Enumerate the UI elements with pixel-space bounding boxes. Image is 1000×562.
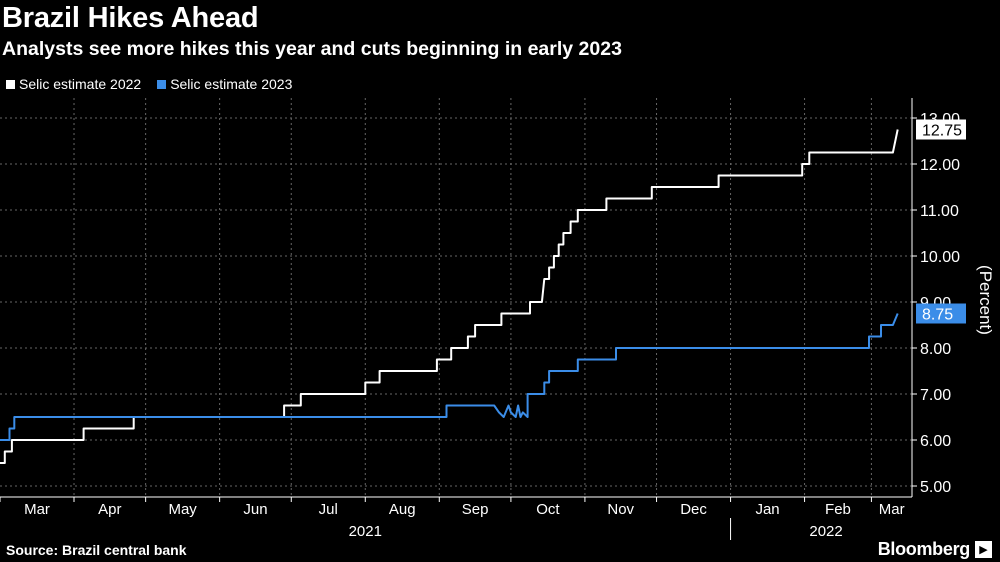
y-tick-label: 8.00 [920, 341, 951, 358]
y-tick-label: 5.00 [920, 479, 951, 496]
y-tick-label: 11.00 [920, 203, 959, 220]
y-tick-label: 7.00 [920, 387, 951, 404]
x-tick-label: Jul [319, 501, 338, 518]
y-tick-label: 6.00 [920, 433, 951, 450]
chart-subtitle: Analysts see more hikes this year and cu… [2, 38, 622, 60]
y-tick-label: 12.00 [920, 157, 960, 174]
x-tick-label: Aug [389, 501, 416, 518]
x-tick-label: Jun [243, 501, 267, 518]
x-tick-label: Mar [24, 501, 50, 518]
chart-labels: 5.006.007.008.009.0010.0011.0012.0013.00… [24, 111, 995, 540]
last-value-badge-1 [916, 303, 966, 324]
brand-mark-icon: ▶ [975, 541, 992, 558]
x-tick-label: Jan [755, 501, 779, 518]
chart-legend: Selic estimate 2022 Selic estimate 2023 [6, 76, 292, 92]
legend-swatch-2023 [157, 79, 167, 89]
chart-grid [0, 98, 912, 497]
x-tick-label: Dec [680, 501, 707, 518]
last-value-badge-0 [916, 119, 966, 140]
x-tick-label: Oct [536, 501, 560, 518]
x-tick-label: May [168, 501, 197, 518]
year-label: 2021 [349, 523, 382, 540]
series-line-1 [0, 313, 899, 441]
year-label: 2022 [809, 523, 842, 540]
source-note: Source: Brazil central bank [6, 542, 187, 558]
x-tick-label: Apr [98, 501, 121, 518]
legend-item-2022: Selic estimate 2022 [6, 76, 141, 92]
x-tick-label: Nov [607, 501, 634, 518]
legend-swatch-2022 [6, 79, 15, 89]
legend-item-2023: Selic estimate 2023 [157, 76, 292, 92]
x-tick-label: Feb [825, 501, 851, 518]
chart-axes [0, 98, 917, 540]
x-tick-label: Mar [879, 501, 905, 518]
legend-label-2023: Selic estimate 2023 [170, 76, 293, 92]
x-tick-label: Sep [462, 501, 489, 518]
chart-title: Brazil Hikes Ahead [2, 2, 259, 34]
y-axis-title: (Percent) [976, 265, 995, 335]
legend-label-2022: Selic estimate 2022 [19, 76, 142, 92]
chart-series [0, 129, 899, 464]
series-line-0 [0, 129, 899, 464]
last-value-label-0: 12.75 [922, 123, 962, 140]
y-tick-label: 10.00 [920, 249, 960, 266]
last-value-label-1: 8.75 [922, 307, 953, 324]
brand-logo: Bloomberg [877, 539, 971, 559]
